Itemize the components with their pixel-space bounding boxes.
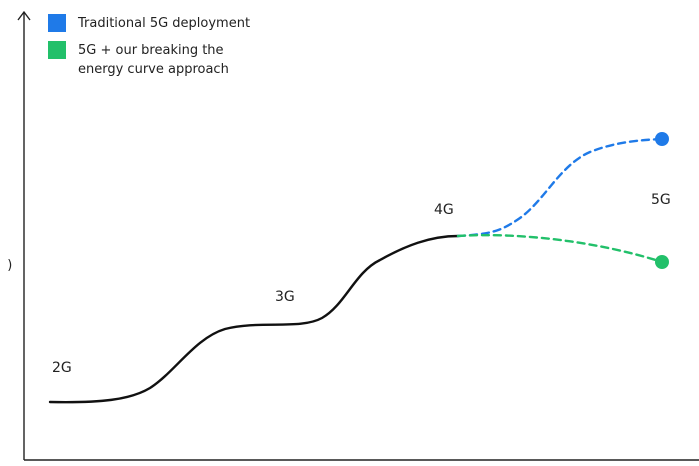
stage-label-3g: 3G (275, 289, 295, 305)
legend: Traditional 5G deployment 5G + our break… (48, 14, 250, 87)
breaking-curve-swatch (48, 41, 66, 59)
stage-label-5g: 5G (651, 192, 671, 208)
breaking-curve-5g-line (456, 233, 664, 264)
legend-item-breaking-curve: 5G + our breaking the energy curve appro… (48, 41, 250, 79)
history-curve (48, 234, 460, 404)
traditional-5g-curve (456, 137, 664, 238)
stage-label-4g: 4G (434, 202, 454, 218)
axes (17, 10, 699, 461)
traditional-swatch (48, 14, 66, 32)
legend-item-traditional: Traditional 5G deployment (48, 14, 250, 33)
y-axis-arrow (17, 10, 31, 21)
legend-label-traditional: Traditional 5G deployment (78, 16, 251, 31)
traditional-5g-endpoint (655, 132, 669, 146)
y-axis-label: ) (6, 258, 13, 273)
stage-label-2g: 2G (52, 360, 72, 376)
legend-label-breaking-curve: 5G + our breaking the energy curve appro… (78, 43, 229, 77)
breaking-curve-5g-endpoint (655, 255, 669, 269)
